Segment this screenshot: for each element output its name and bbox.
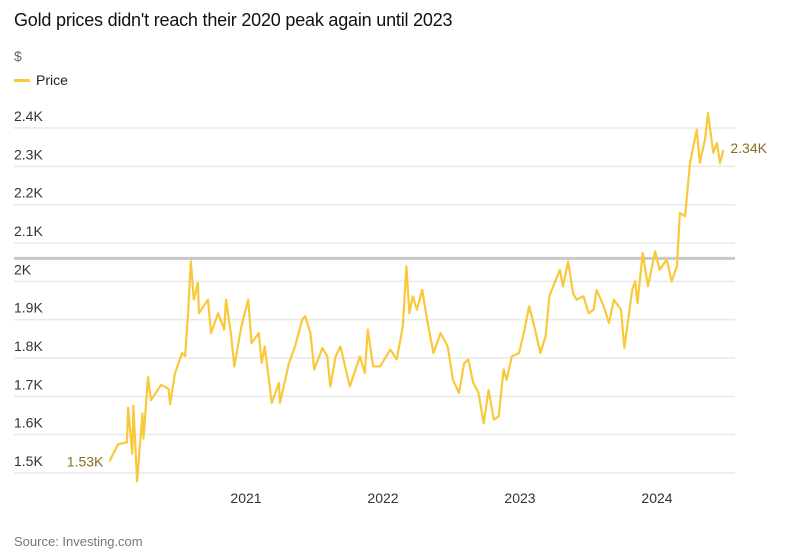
x-tick-label: 2024: [641, 490, 672, 506]
y-tick-label: 1.5K: [14, 453, 43, 469]
legend: Price: [14, 72, 68, 88]
y-tick-label: 2K: [14, 261, 32, 277]
y-tick-label: 2.1K: [14, 223, 43, 239]
chart-title: Gold prices didn't reach their 2020 peak…: [14, 10, 453, 30]
y-axis-unit: $: [14, 48, 22, 64]
x-tick-label: 2022: [367, 490, 398, 506]
source-note: Source: Investing.com: [14, 534, 143, 549]
legend-swatch-price: [14, 78, 30, 82]
x-tick-label: 2023: [504, 490, 535, 506]
start-value-label: 1.53K: [67, 454, 104, 470]
x-tick-label: 2021: [230, 490, 261, 506]
y-tick-label: 1.7K: [14, 376, 43, 392]
y-tick-label: 2.2K: [14, 185, 43, 201]
price-line: [108, 112, 725, 483]
end-value-label: 2.34K: [730, 140, 767, 156]
y-tick-label: 1.9K: [14, 300, 43, 316]
y-tick-label: 2.4K: [14, 108, 43, 124]
y-tick-label: 1.6K: [14, 415, 43, 431]
legend-label-price: Price: [36, 72, 68, 88]
y-tick-label: 2.3K: [14, 146, 43, 162]
y-tick-label: 1.8K: [14, 338, 43, 354]
